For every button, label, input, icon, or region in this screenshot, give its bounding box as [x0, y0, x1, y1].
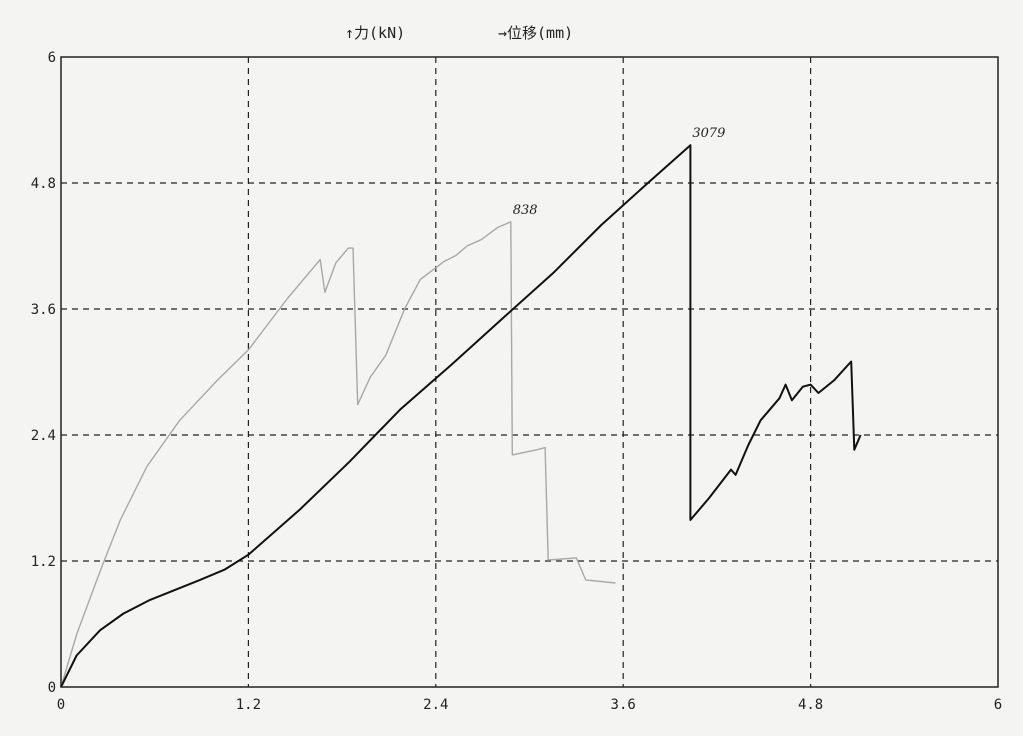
x-tick-label: 2.4 [423, 697, 448, 713]
y-tick-label: 1.2 [31, 554, 56, 570]
y-tick-label: 0 [48, 680, 56, 696]
peak-annotation: 3079 [692, 126, 725, 141]
y-axis-label: ↑力(kN) [345, 24, 405, 42]
y-tick-label: 4.8 [31, 176, 56, 192]
peak-annotation: 838 [513, 203, 538, 218]
x-tick-label: 6 [994, 697, 1002, 713]
series-line-2 [60, 144, 862, 688]
x-tick-label: 1.2 [236, 697, 261, 713]
y-tick-label: 3.6 [31, 302, 56, 318]
y-tick-label: 6 [48, 50, 56, 66]
x-tick-label: 0 [57, 697, 65, 713]
x-axis-label: →位移(mm) [498, 24, 573, 42]
y-tick-label: 2.4 [31, 428, 56, 444]
plot-frame [60, 56, 999, 688]
x-tick-label: 3.6 [611, 697, 636, 713]
x-tick-label: 4.8 [798, 697, 823, 713]
series-line-1 [60, 221, 616, 688]
